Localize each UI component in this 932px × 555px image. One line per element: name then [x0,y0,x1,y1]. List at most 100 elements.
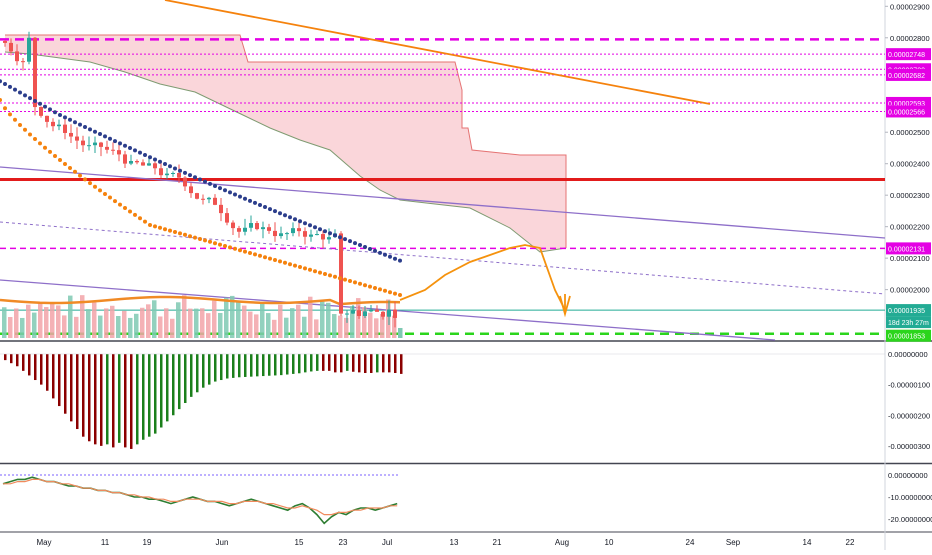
ema-dot [343,277,347,282]
price-marker-label: 0.00002748 [888,52,925,59]
ema-dot [113,199,117,204]
candle-body [303,231,307,237]
ema-dot [163,161,167,166]
volume-bar [176,302,181,338]
ema-dot [0,98,2,102]
ema-dot [378,250,382,255]
histogram-bar [232,354,235,378]
histogram-axis-label: -0.00000300 [888,442,930,451]
ema-dot [53,110,57,115]
ema-dot [283,213,287,218]
ema-dot [13,87,17,92]
candle-body [345,313,349,315]
volume-bar [254,314,259,338]
histogram-bar [142,354,145,440]
time-axis-label: 22 [846,538,855,547]
histogram-bar [310,354,313,372]
ema-dot [63,115,67,120]
volume-bar [50,302,55,338]
ema-dot [63,162,67,167]
candle-body [201,198,205,200]
time-axis-label: 15 [295,538,304,547]
ema-dot [213,183,217,188]
volume-bar [344,317,349,338]
ema-dot [373,286,377,290]
ema-dot [333,274,337,279]
volume-bar [284,317,289,338]
ema-dot [243,196,247,201]
histogram-bar [304,354,307,373]
candle-body [243,227,247,232]
volume-bar [158,316,163,338]
candle-body [369,309,373,312]
volume-bar [224,297,229,338]
ema-dot [58,158,62,163]
histogram-bar [376,354,379,373]
volume-bar [368,312,373,338]
ema-dot [353,280,357,285]
ema-dot [388,290,392,295]
volume-bar [218,312,223,338]
candle-body [51,121,55,127]
histogram-bar [88,354,91,442]
candle-body [33,37,37,108]
histogram-bar [94,354,97,445]
candle-body [111,149,115,151]
ema-dot [23,93,27,98]
volume-bar [278,304,283,338]
ema-dot [123,143,127,148]
histogram-bar [154,354,157,434]
oscillator-axis-label: -20.00000000 [888,515,932,524]
ema-dot [168,164,172,169]
histogram-bar [400,354,403,374]
ema-dot [148,155,152,160]
volume-bar [398,328,403,338]
candle-body [27,37,31,62]
ema-dot [133,148,137,153]
price-marker-label: 0.00002593 [888,101,925,108]
ema-dot [58,113,62,118]
ema-dot [13,117,17,122]
time-axis-label: Aug [555,538,569,547]
candle-body [129,160,133,164]
ema-dot [178,231,182,236]
ema-dot [0,79,2,84]
volume-bar [206,313,211,338]
candle-body [75,136,79,141]
ema-dot [268,256,272,261]
price-marker-badge [886,242,931,255]
candle-body [171,173,175,175]
candle-body [249,223,253,228]
candle-body [81,140,85,146]
ema-dot [23,127,27,132]
candle-body [21,61,25,63]
ema-dot [28,96,32,101]
histogram-bar [106,354,109,445]
volume-bar [140,307,145,338]
candle-body [147,163,151,166]
ema-dot [163,227,167,232]
histogram-axis-label: -0.00000100 [888,381,930,390]
volume-bar [302,316,307,338]
volume-bar [290,308,295,338]
volume-bar [146,304,151,338]
histogram-bar [124,354,127,448]
time-axis-label: 21 [493,538,502,547]
histogram-bar [16,354,19,367]
candle-body [381,311,385,317]
histogram-bar [112,354,115,448]
candle-body [225,213,229,223]
histogram-bar [328,354,331,371]
volume-bar [272,319,277,338]
volume-bar [194,308,199,338]
ema-dot [238,248,242,253]
volume-bar [86,309,91,338]
candle-body [327,237,331,240]
histogram-bar [382,354,385,373]
ema-dot [338,276,342,281]
ema-dot [103,134,107,139]
volume-moving-average [0,295,401,306]
time-axis-label: 19 [143,538,152,547]
